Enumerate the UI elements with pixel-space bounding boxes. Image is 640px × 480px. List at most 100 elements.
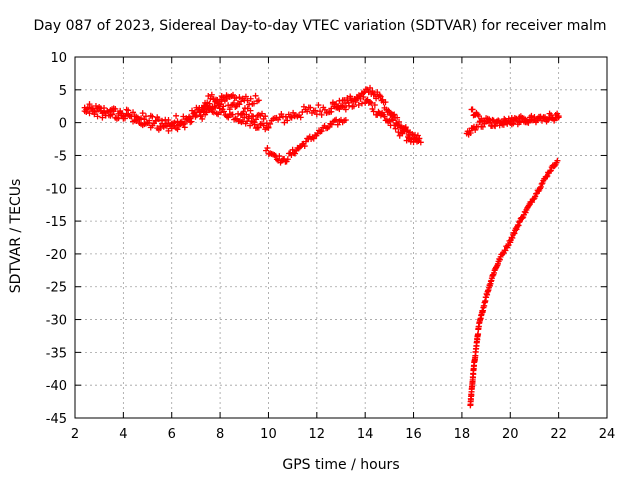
data-point [377, 93, 384, 100]
data-point [284, 117, 291, 124]
data-point [328, 105, 335, 112]
y-tick-label: 5 [59, 84, 67, 99]
data-point [284, 156, 291, 163]
x-tick-label: 8 [216, 427, 224, 442]
data-point [99, 114, 106, 121]
data-point [139, 110, 146, 117]
data-point [276, 114, 283, 121]
data-point [554, 157, 561, 164]
y-tick-label: -45 [46, 412, 67, 427]
data-point [86, 110, 93, 117]
data-point [357, 93, 364, 100]
data-point [381, 113, 388, 120]
data-point [374, 89, 381, 96]
data-point [318, 111, 325, 118]
data-point [355, 101, 362, 108]
data-point [382, 99, 389, 106]
y-tick-label: -25 [46, 281, 67, 296]
data-point [121, 115, 128, 122]
data-point [543, 173, 550, 180]
data-point [259, 110, 266, 117]
data-point [109, 111, 116, 118]
series-band-g [468, 106, 562, 129]
data-point [262, 113, 269, 120]
x-tick-label: 12 [309, 427, 326, 442]
data-point [350, 103, 357, 110]
x-tick-label: 10 [260, 427, 277, 442]
data-point [397, 123, 404, 130]
chart-title: Day 087 of 2023, Sidereal Day-to-day VTE… [33, 18, 607, 34]
data-point [174, 126, 181, 133]
data-point [241, 114, 248, 121]
x-tick-label: 18 [454, 427, 471, 442]
data-point [229, 91, 236, 98]
y-tick-label: -5 [54, 149, 67, 164]
data-point [102, 112, 109, 119]
data-point [329, 99, 336, 106]
data-point [369, 88, 376, 95]
data-point [236, 94, 243, 101]
data-point [358, 100, 365, 107]
data-point [318, 128, 325, 135]
series-band-d [263, 116, 349, 166]
data-point [185, 114, 192, 121]
data-point [342, 117, 349, 124]
data-point [210, 109, 217, 116]
data-point [415, 138, 422, 145]
data-point [392, 125, 399, 132]
data-point [165, 127, 172, 134]
data-point [334, 121, 341, 128]
data-point [489, 116, 496, 123]
data-point [394, 114, 401, 121]
data-point [250, 113, 257, 120]
data-point [371, 102, 378, 109]
data-point [208, 91, 215, 98]
data-point [292, 150, 299, 157]
data-point [97, 107, 104, 114]
data-point [307, 104, 314, 111]
data-point [181, 124, 188, 131]
y-tick-label: -40 [46, 379, 67, 394]
data-point [253, 116, 260, 123]
data-point [130, 109, 137, 116]
series-band-b [81, 91, 262, 134]
data-point [267, 120, 274, 127]
data-point [312, 107, 319, 114]
data-point [385, 107, 392, 114]
x-tick-label: 16 [405, 427, 422, 442]
data-point [396, 118, 403, 125]
y-tick-label: -15 [46, 215, 67, 230]
series-band-e [328, 84, 422, 145]
data-point [92, 108, 99, 115]
data-point [336, 97, 343, 104]
data-point [134, 114, 141, 121]
data-point [252, 92, 259, 99]
data-point [368, 100, 375, 107]
data-point [402, 124, 409, 131]
data-point [509, 235, 516, 242]
data-point [544, 173, 551, 180]
x-tick-label: 2 [71, 427, 79, 442]
data-point [216, 105, 223, 112]
data-point [301, 143, 308, 150]
data-point [310, 135, 317, 142]
data-point [165, 116, 172, 123]
data-point [469, 106, 476, 113]
data-point [84, 104, 91, 111]
data-point [315, 102, 322, 109]
data-point [265, 124, 272, 131]
data-point [163, 123, 170, 130]
data-point [328, 121, 335, 128]
y-tick-label: 0 [59, 117, 67, 132]
data-point [240, 108, 247, 115]
y-tick-label: -30 [46, 314, 67, 329]
data-point [409, 132, 416, 139]
data-point [273, 156, 280, 163]
data-point [193, 112, 200, 119]
data-point [130, 118, 137, 125]
data-point [538, 180, 545, 187]
y-tick-label: -20 [46, 248, 67, 263]
x-tick-label: 6 [168, 427, 176, 442]
data-point [250, 100, 257, 107]
data-point [500, 121, 507, 128]
